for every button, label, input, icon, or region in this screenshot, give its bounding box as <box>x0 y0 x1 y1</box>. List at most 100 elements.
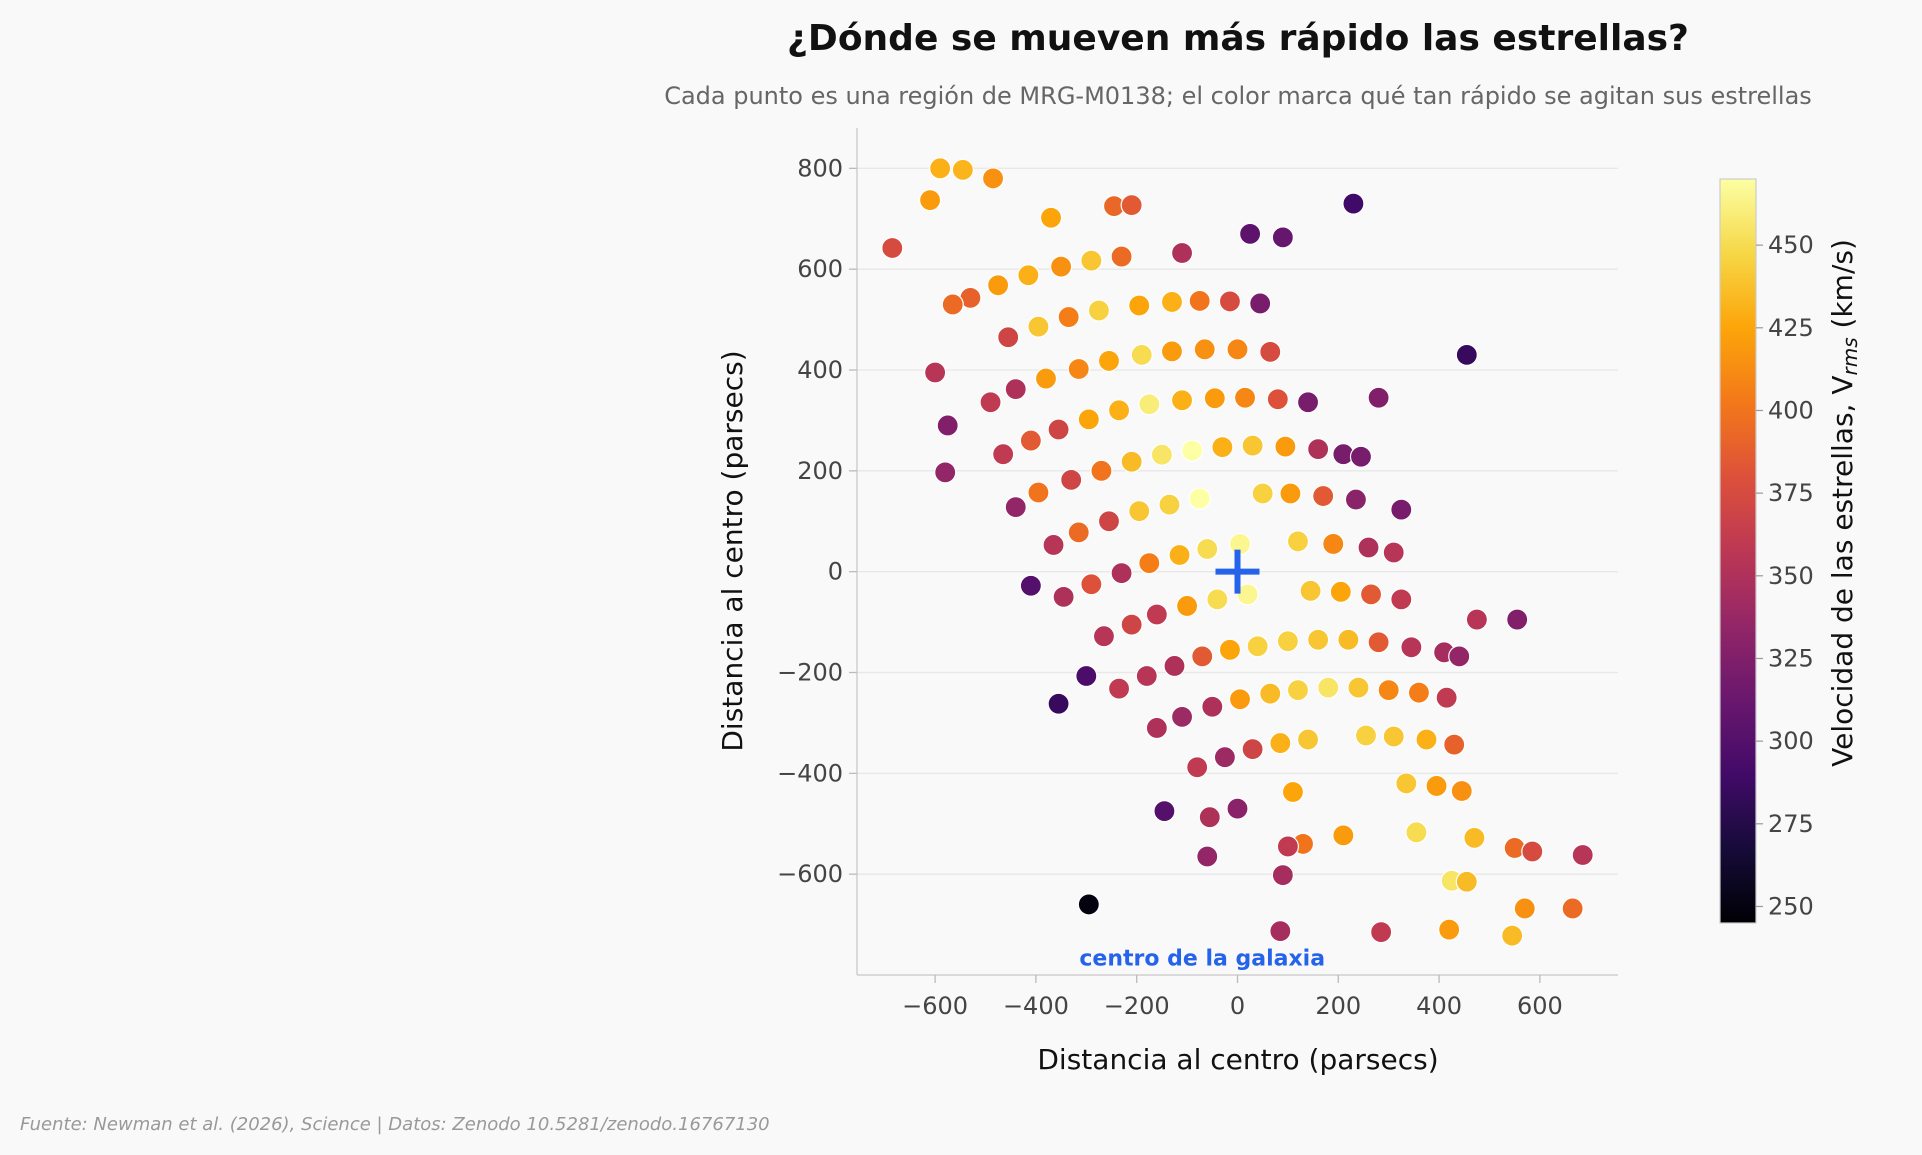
colorbar-tick-label: 400 <box>1768 396 1814 424</box>
data-point <box>1465 608 1488 631</box>
data-point <box>1241 434 1264 457</box>
data-point <box>1443 733 1466 756</box>
data-point <box>1259 340 1282 363</box>
data-point <box>1120 450 1143 473</box>
x-tick-label: −200 <box>1104 992 1170 1020</box>
data-point <box>1027 315 1050 338</box>
data-point <box>1092 625 1116 648</box>
data-point <box>1198 806 1221 829</box>
x-axis-ticks: −600 −400 −200 0 200 400 600 <box>902 975 1563 1020</box>
data-point <box>1004 496 1027 519</box>
data-point <box>1251 482 1274 505</box>
data-point <box>1228 688 1252 711</box>
x-axis-label: Distancia al centro (parsecs) <box>1037 1043 1438 1076</box>
x-tick-label: 0 <box>1230 992 1245 1020</box>
data-point <box>1170 389 1194 412</box>
data-point <box>1296 728 1320 751</box>
colorbar-label-sub: rms <box>1838 337 1862 375</box>
data-point <box>1395 772 1418 795</box>
data-point <box>1050 255 1073 278</box>
colorbar-label-unit: (km/s) <box>1826 239 1859 337</box>
data-point <box>1269 920 1292 943</box>
data-point <box>1342 192 1365 215</box>
data-point <box>979 391 1002 414</box>
data-point <box>1067 357 1090 381</box>
data-point <box>1513 897 1536 920</box>
data-point <box>1120 194 1143 217</box>
data-point <box>1097 510 1121 533</box>
colorbar-label-main: Velocidad de las estrellas, V <box>1826 375 1859 766</box>
data-point <box>1153 800 1176 823</box>
data-point <box>941 293 964 316</box>
x-tick-label: 600 <box>1517 992 1563 1020</box>
data-point <box>1150 443 1174 466</box>
data-point <box>1067 521 1090 544</box>
colorbar-tick-label: 275 <box>1768 810 1814 838</box>
data-point <box>881 236 904 260</box>
data-point <box>1160 340 1184 363</box>
data-point <box>1145 603 1168 626</box>
data-point <box>1110 562 1133 585</box>
data-point <box>1196 537 1219 561</box>
data-point <box>1463 826 1486 849</box>
y-tick-label: 600 <box>797 255 843 283</box>
data-point <box>1390 498 1413 521</box>
data-point <box>1236 583 1259 606</box>
data-point <box>1269 731 1292 755</box>
data-point <box>1090 459 1113 482</box>
data-point <box>1317 676 1340 699</box>
data-point <box>1281 780 1305 804</box>
data-point <box>1170 705 1194 728</box>
data-point <box>934 461 957 484</box>
x-tick-label: 200 <box>1315 992 1361 1020</box>
data-point <box>1274 435 1297 458</box>
data-point <box>1193 338 1216 361</box>
colorbar-tick-label: 250 <box>1768 892 1814 920</box>
data-point <box>1271 226 1294 249</box>
data-point <box>1359 583 1383 606</box>
data-point <box>1299 579 1322 602</box>
data-point <box>1241 738 1264 761</box>
data-point <box>1019 429 1042 452</box>
data-point <box>1349 445 1373 468</box>
data-point <box>1170 241 1194 265</box>
data-point <box>1196 845 1219 868</box>
data-point <box>1286 679 1310 702</box>
gridlines <box>857 167 1618 875</box>
data-point <box>1080 573 1103 596</box>
galaxy-center-marker <box>1215 549 1260 594</box>
center-annotation: centro de la galaxia <box>1079 947 1325 972</box>
data-point <box>1057 305 1080 329</box>
data-point <box>951 158 974 181</box>
y-tick-label: −200 <box>777 659 843 687</box>
data-point <box>1266 388 1289 411</box>
data-point <box>1390 588 1413 611</box>
colorbar-tick-label: 300 <box>1768 727 1814 755</box>
data-point <box>1329 580 1352 603</box>
data-point <box>1382 725 1405 748</box>
colorbar-tick-label: 350 <box>1768 562 1814 590</box>
data-point <box>1027 481 1050 504</box>
data-point <box>1501 924 1524 947</box>
data-point <box>1110 245 1133 268</box>
data-point <box>1296 391 1320 414</box>
data-point <box>1407 681 1431 704</box>
y-tick-label: 0 <box>828 558 843 586</box>
data-point <box>1206 588 1229 611</box>
colorbar-tick-label: 425 <box>1768 314 1814 342</box>
data-point <box>981 167 1005 190</box>
data-point <box>1344 488 1368 511</box>
data-point <box>1233 386 1257 409</box>
data-point <box>1276 630 1299 653</box>
data-point <box>1128 500 1151 523</box>
data-point <box>1107 677 1131 700</box>
data-point <box>1312 484 1335 508</box>
data-point <box>1201 695 1224 718</box>
data-point <box>1128 294 1151 317</box>
data-point <box>987 274 1010 297</box>
colorbar-tick-label: 325 <box>1768 644 1814 672</box>
data-point <box>1186 756 1209 779</box>
data-point <box>1259 682 1282 705</box>
chart-title: ¿Dónde se mueven más rápido las estrella… <box>787 18 1689 59</box>
